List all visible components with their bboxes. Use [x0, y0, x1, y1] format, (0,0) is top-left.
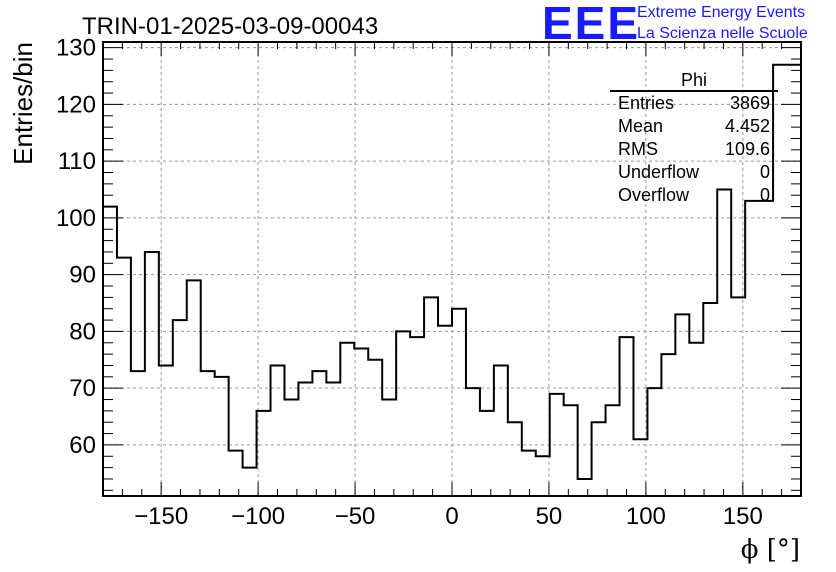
histogram-bin	[131, 371, 145, 496]
histogram-bin	[271, 365, 285, 496]
histogram-bin	[312, 371, 326, 496]
y-tick-label: 130	[56, 35, 96, 62]
stats-value: 109.6	[724, 139, 770, 159]
histogram-bin	[661, 354, 675, 496]
y-tick-labels: 60 70 80 90 100 110 120 130	[56, 35, 96, 459]
histogram-bin	[633, 439, 647, 496]
x-tick-label: 150	[723, 503, 763, 530]
histogram-bin	[145, 252, 159, 496]
histogram-bin	[103, 207, 117, 496]
x-tick-label: 100	[626, 503, 666, 530]
chart-title: TRIN-01-2025-03-09-00043	[82, 13, 378, 40]
y-tick-label: 120	[56, 91, 96, 118]
histogram-bin	[410, 337, 424, 496]
histogram-bin	[745, 201, 759, 496]
stats-row-entries: Entries 3869	[610, 92, 778, 115]
histogram-outline	[103, 63, 801, 480]
histogram-bin	[731, 297, 745, 496]
stats-label: Mean	[618, 116, 664, 136]
y-tick-label: 60	[69, 432, 96, 459]
y-tick-label: 110	[58, 148, 96, 175]
eee-logo: EEE	[542, 0, 641, 49]
histogram-bin	[382, 400, 396, 496]
histogram-bin	[717, 190, 731, 496]
stats-row-underflow: Underflow 0	[610, 161, 778, 184]
histogram-bin	[550, 394, 564, 496]
histogram-bin	[494, 365, 508, 496]
histogram-bin	[173, 320, 187, 496]
histogram-bin	[578, 479, 592, 496]
x-tick-label: 50	[536, 503, 563, 530]
histogram-bin	[508, 422, 522, 496]
stats-row-mean: Mean 4.452	[610, 115, 778, 138]
histogram-bin	[438, 326, 452, 496]
histogram-bin	[229, 451, 243, 496]
stats-title: Phi	[610, 70, 778, 92]
x-tick-label: −50	[335, 503, 376, 530]
histogram-bin	[536, 456, 550, 496]
y-tick-label: 90	[69, 262, 96, 289]
histogram-bin	[187, 280, 201, 496]
x-tick-label: −100	[231, 503, 285, 530]
histogram-bin	[480, 411, 494, 496]
histogram-bin	[466, 388, 480, 496]
histogram-bin	[592, 422, 606, 496]
histogram-bin	[759, 201, 773, 496]
histogram-bin	[354, 348, 368, 496]
histogram-bin	[452, 309, 466, 496]
histogram-bin	[606, 405, 620, 496]
histogram-bin	[257, 411, 271, 496]
histogram-bin	[215, 377, 229, 496]
histogram-bin	[340, 343, 354, 496]
stats-label: Overflow	[618, 185, 690, 205]
stats-row-rms: RMS 109.6	[610, 138, 778, 161]
histogram-bin	[159, 365, 173, 496]
stats-label: Underflow	[618, 162, 700, 182]
stats-box: Phi Entries 3869 Mean 4.452 RMS 109.6 Un…	[610, 70, 778, 207]
y-tick-label: 70	[69, 375, 96, 402]
histogram-bin	[117, 258, 131, 496]
histogram-bin	[284, 400, 298, 496]
x-tick-label: −150	[134, 503, 188, 530]
histogram-bin	[201, 371, 215, 496]
header-line-2: La Scienza nelle Scuole	[637, 25, 808, 42]
grid	[103, 42, 801, 496]
x-tick-label: 0	[445, 503, 458, 530]
y-tick-label: 80	[69, 318, 96, 345]
histogram-bin	[298, 383, 312, 497]
y-tick-label: 100	[56, 205, 96, 232]
histogram-bin	[424, 297, 438, 496]
histogram-bars	[103, 63, 801, 497]
histogram-bin	[787, 65, 801, 496]
histogram-bin	[326, 383, 340, 497]
histogram-bin	[620, 337, 634, 496]
stats-label: RMS	[618, 139, 658, 159]
stats-value: 4.452	[724, 116, 770, 136]
histogram-bin	[647, 388, 661, 496]
stats-value: 0	[759, 162, 770, 182]
histogram-bin	[368, 360, 382, 496]
histogram-bin	[564, 405, 578, 496]
histogram-bin	[689, 343, 703, 496]
histogram-bin	[522, 451, 536, 496]
histogram-bin	[243, 468, 257, 496]
histogram-bin	[703, 303, 717, 496]
x-axis-label: ϕ [°]	[741, 535, 800, 565]
stats-value: 3869	[729, 93, 770, 113]
histogram-bin	[396, 331, 410, 496]
axis-ticks	[103, 42, 801, 496]
header-line-1: Extreme Energy Events	[637, 4, 806, 21]
histogram-bin	[675, 314, 689, 496]
stats-row-overflow: Overflow 0	[610, 184, 778, 207]
x-tick-labels: −150 −100 −50 0 50 100 150	[134, 503, 763, 530]
stats-value: 0	[759, 185, 770, 205]
stats-label: Entries	[618, 93, 675, 113]
y-axis-label: Entries/bin	[8, 42, 38, 165]
